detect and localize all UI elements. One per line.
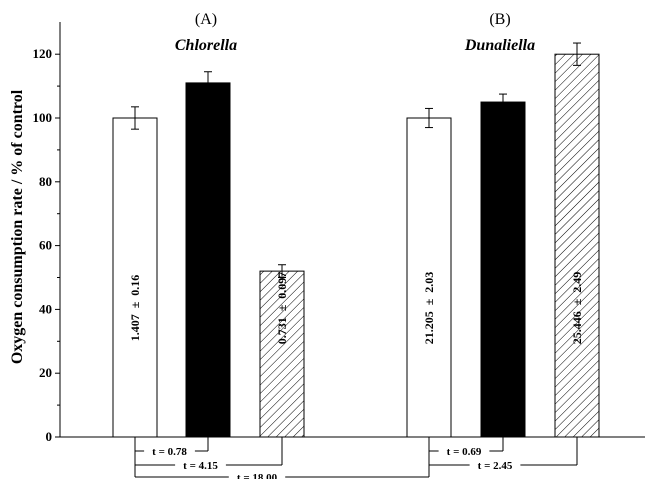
panel-label: (A) [195,11,217,28]
bar [554,53,600,438]
t-test-label: t = 18.00 [237,472,278,479]
y-tick-label: 0 [46,429,53,444]
bars [112,42,600,438]
bar-value-label: 22.265 ± 1.73 [496,272,510,345]
organism-name: Dunaliella [464,37,535,54]
bar-value-label: 0.731 ± 0.097 [275,272,289,345]
panel-label: (B) [489,11,510,28]
y-tick-label: 20 [39,365,52,380]
t-test-label: t = 0.69 [447,446,482,458]
t-test-label: t = 2.45 [478,460,513,472]
bar-value-label: 25.446 ± 2.49 [570,272,584,345]
y-tick-label: 40 [39,301,52,316]
y-tick-label: 60 [39,238,52,253]
bar [112,117,158,438]
bar [185,82,231,438]
y-tick-label: 80 [39,174,52,189]
significance-brackets: t = 0.78 t = 4.15 t = 0.69 t = 2.45 t = 18.0… [134,437,578,479]
bar-value-label: 1.559 ± 0.16 [201,275,215,342]
t-test-label: t = 0.78 [152,446,187,458]
bar [259,270,305,438]
y-axis-label: Oxygen consumption rate / % of control [9,89,26,364]
y-tick-label: 100 [33,110,53,125]
labels: (A) Chlorella 1.407 ± 0.16 1.559 ± 0.16 0.73… [128,11,584,344]
t-test-label: t = 4.15 [183,460,218,472]
bar [480,101,526,438]
organism-name: Chlorella [175,37,237,54]
y-tick-label: 120 [33,46,53,61]
bar-value-label: 1.407 ± 0.16 [128,275,142,342]
bar-value-label: 21.205 ± 2.03 [422,272,436,345]
